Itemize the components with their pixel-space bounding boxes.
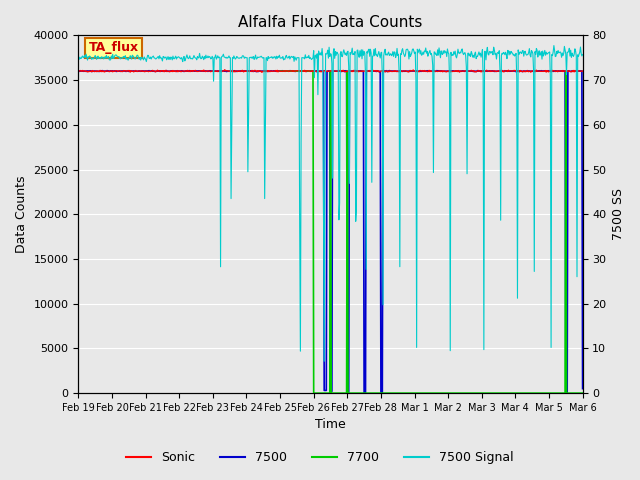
Y-axis label: Data Counts: Data Counts xyxy=(15,176,28,253)
Title: Alfalfa Flux Data Counts: Alfalfa Flux Data Counts xyxy=(238,15,422,30)
X-axis label: Time: Time xyxy=(315,419,346,432)
Legend: Sonic, 7500, 7700, 7500 Signal: Sonic, 7500, 7700, 7500 Signal xyxy=(121,446,519,469)
Y-axis label: 7500 SS: 7500 SS xyxy=(612,188,625,240)
Text: TA_flux: TA_flux xyxy=(88,41,139,54)
